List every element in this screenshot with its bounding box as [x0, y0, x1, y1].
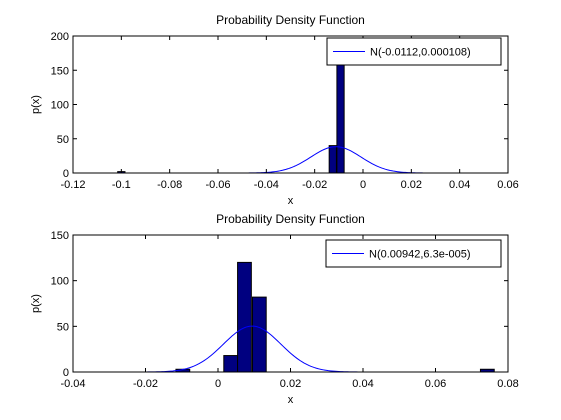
x-tick-label: 0.02 — [401, 179, 422, 191]
y-tick-label: 100 — [51, 100, 69, 112]
x-tick-label: 0.06 — [497, 179, 518, 191]
x-tick-label: -0.02 — [302, 179, 327, 191]
x-axis-label: x — [288, 195, 294, 207]
y-tick-label: 150 — [51, 230, 69, 242]
chart-title: Probability Density Function — [216, 13, 365, 27]
legend-entry-label: N(0.00942,6.3e-005) — [369, 249, 471, 261]
y-tick-label: 0 — [63, 168, 69, 180]
x-tick-label: 0.08 — [497, 378, 518, 390]
x-tick-label: -0.04 — [254, 179, 279, 191]
x-tick-label: -0.08 — [157, 179, 182, 191]
x-tick-label: -0.1 — [112, 179, 131, 191]
y-tick-label: 0 — [63, 367, 69, 379]
y-axis-label: p(x) — [30, 95, 42, 114]
x-tick-label: 0 — [215, 378, 221, 390]
histogram-bar-3 — [336, 62, 345, 174]
histogram-bar-4 — [251, 296, 267, 373]
x-tick-label: 0.04 — [352, 378, 373, 390]
x-tick-label: -0.06 — [205, 179, 230, 191]
y-tick-label: 50 — [57, 134, 69, 146]
chart-panel-2: -0.04 -0.02 0 0.02 0.04 0.06 0.08 0 50 100 150 Prob… — [30, 212, 519, 406]
y-tick-label: 150 — [51, 65, 69, 77]
legend: N(-0.0112,0.000108) — [326, 37, 502, 66]
y-tick-label: 50 — [57, 321, 69, 333]
x-tick-label: -0.02 — [133, 378, 158, 390]
y-tick-label: 200 — [51, 31, 69, 43]
x-tick-label: 0.02 — [280, 378, 301, 390]
y-tick-label: 100 — [51, 276, 69, 288]
chart-panel-1: -0.12 -0.1 -0.08 -0.06 -0.04 -0.02 0 0.02 0.04 0.… — [30, 13, 519, 207]
chart-title: Probability Density Function — [216, 212, 365, 226]
legend: N(0.00942,6.3e-005) — [325, 239, 502, 268]
x-axis-label: x — [288, 394, 294, 406]
histogram-bar-3 — [237, 261, 252, 373]
x-tick-label: -0.12 — [60, 179, 85, 191]
x-tick-label: 0 — [360, 179, 366, 191]
histogram-bar-2 — [223, 355, 239, 373]
histogram-bar-2 — [328, 145, 337, 174]
x-tick-label: 0.04 — [449, 179, 470, 191]
x-tick-label: 0.06 — [425, 378, 446, 390]
x-tick-label: -0.04 — [60, 378, 85, 390]
legend-entry-label: N(-0.0112,0.000108) — [370, 47, 471, 59]
y-axis-label: p(x) — [30, 294, 42, 313]
